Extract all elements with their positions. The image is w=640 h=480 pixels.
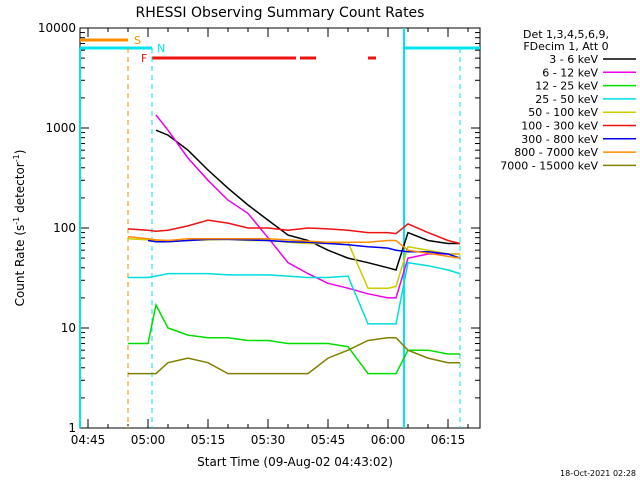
legend-label-7: 800 - 7000 keV bbox=[514, 146, 598, 159]
series-line-2 bbox=[128, 302, 460, 375]
x-tick-label: 05:00 bbox=[131, 433, 166, 447]
x-tick-label: 05:45 bbox=[311, 433, 346, 447]
y-axis-label-end: ) bbox=[13, 150, 27, 155]
flag-label-n: N bbox=[157, 42, 165, 55]
y-tick-label: 10 bbox=[61, 321, 76, 335]
series-line-5 bbox=[127, 219, 461, 245]
series-line-6 bbox=[147, 238, 461, 259]
legend-label-3: 25 - 50 keV bbox=[535, 93, 598, 106]
legend-label-0: 3 - 6 keV bbox=[549, 53, 598, 66]
chart-title: RHESSI Observing Summary Count Rates bbox=[136, 5, 425, 21]
y-axis-label-main: Count Rate (s bbox=[13, 225, 27, 307]
y-axis-label-mid: detector bbox=[13, 162, 27, 217]
overlays: S NF bbox=[79, 28, 480, 428]
x-axis-label: Start Time (09-Aug-02 04:43:02) bbox=[197, 455, 393, 469]
x-tick-label: 05:30 bbox=[251, 433, 286, 447]
y-tick-label: 1 bbox=[68, 421, 76, 435]
series-line-3 bbox=[128, 261, 461, 325]
y-tick-label: 10000 bbox=[38, 21, 76, 35]
series-line-8 bbox=[128, 336, 460, 375]
flag-label-s: S bbox=[134, 34, 141, 47]
flag-label-f: F bbox=[141, 52, 147, 65]
generated-timestamp: 18-Oct-2021 02:28 bbox=[560, 469, 636, 478]
series-line-7 bbox=[127, 235, 461, 259]
legend-label-4: 50 - 100 keV bbox=[528, 106, 598, 119]
legend-label-8: 7000 - 15000 keV bbox=[500, 159, 598, 172]
y-axis-label: Count Rate (s-1 detector-1) bbox=[12, 150, 27, 307]
axes: 1 10 100 1000 10000 04:45 05:00 05:15 05:30 05:45… bbox=[38, 21, 480, 447]
y-axis-label-exp1: -1 bbox=[12, 217, 21, 225]
y-tick-label: 100 bbox=[53, 221, 76, 235]
legend-header-line2: FDecim 1, Att 0 bbox=[523, 40, 608, 53]
legend-label-2: 12 - 25 keV bbox=[535, 80, 598, 93]
x-tick-label: 04:45 bbox=[71, 433, 106, 447]
series-line-1 bbox=[155, 114, 460, 299]
legend-header-line1: Det 1,3,4,5,6,9, bbox=[523, 28, 609, 41]
y-axis-label-exp2: -1 bbox=[12, 154, 21, 162]
x-tick-label: 06:00 bbox=[371, 433, 406, 447]
series-line-0 bbox=[155, 129, 460, 271]
series-lines bbox=[127, 114, 461, 375]
x-tick-label: 05:15 bbox=[191, 433, 226, 447]
legend-label-5: 100 - 300 keV bbox=[521, 120, 598, 133]
y-tick-label: 1000 bbox=[45, 121, 76, 135]
legend-label-6: 300 - 800 keV bbox=[521, 133, 598, 146]
plot-frame bbox=[79, 27, 481, 429]
legend-label-1: 6 - 12 keV bbox=[542, 66, 598, 79]
x-tick-label: 06:15 bbox=[431, 433, 466, 447]
